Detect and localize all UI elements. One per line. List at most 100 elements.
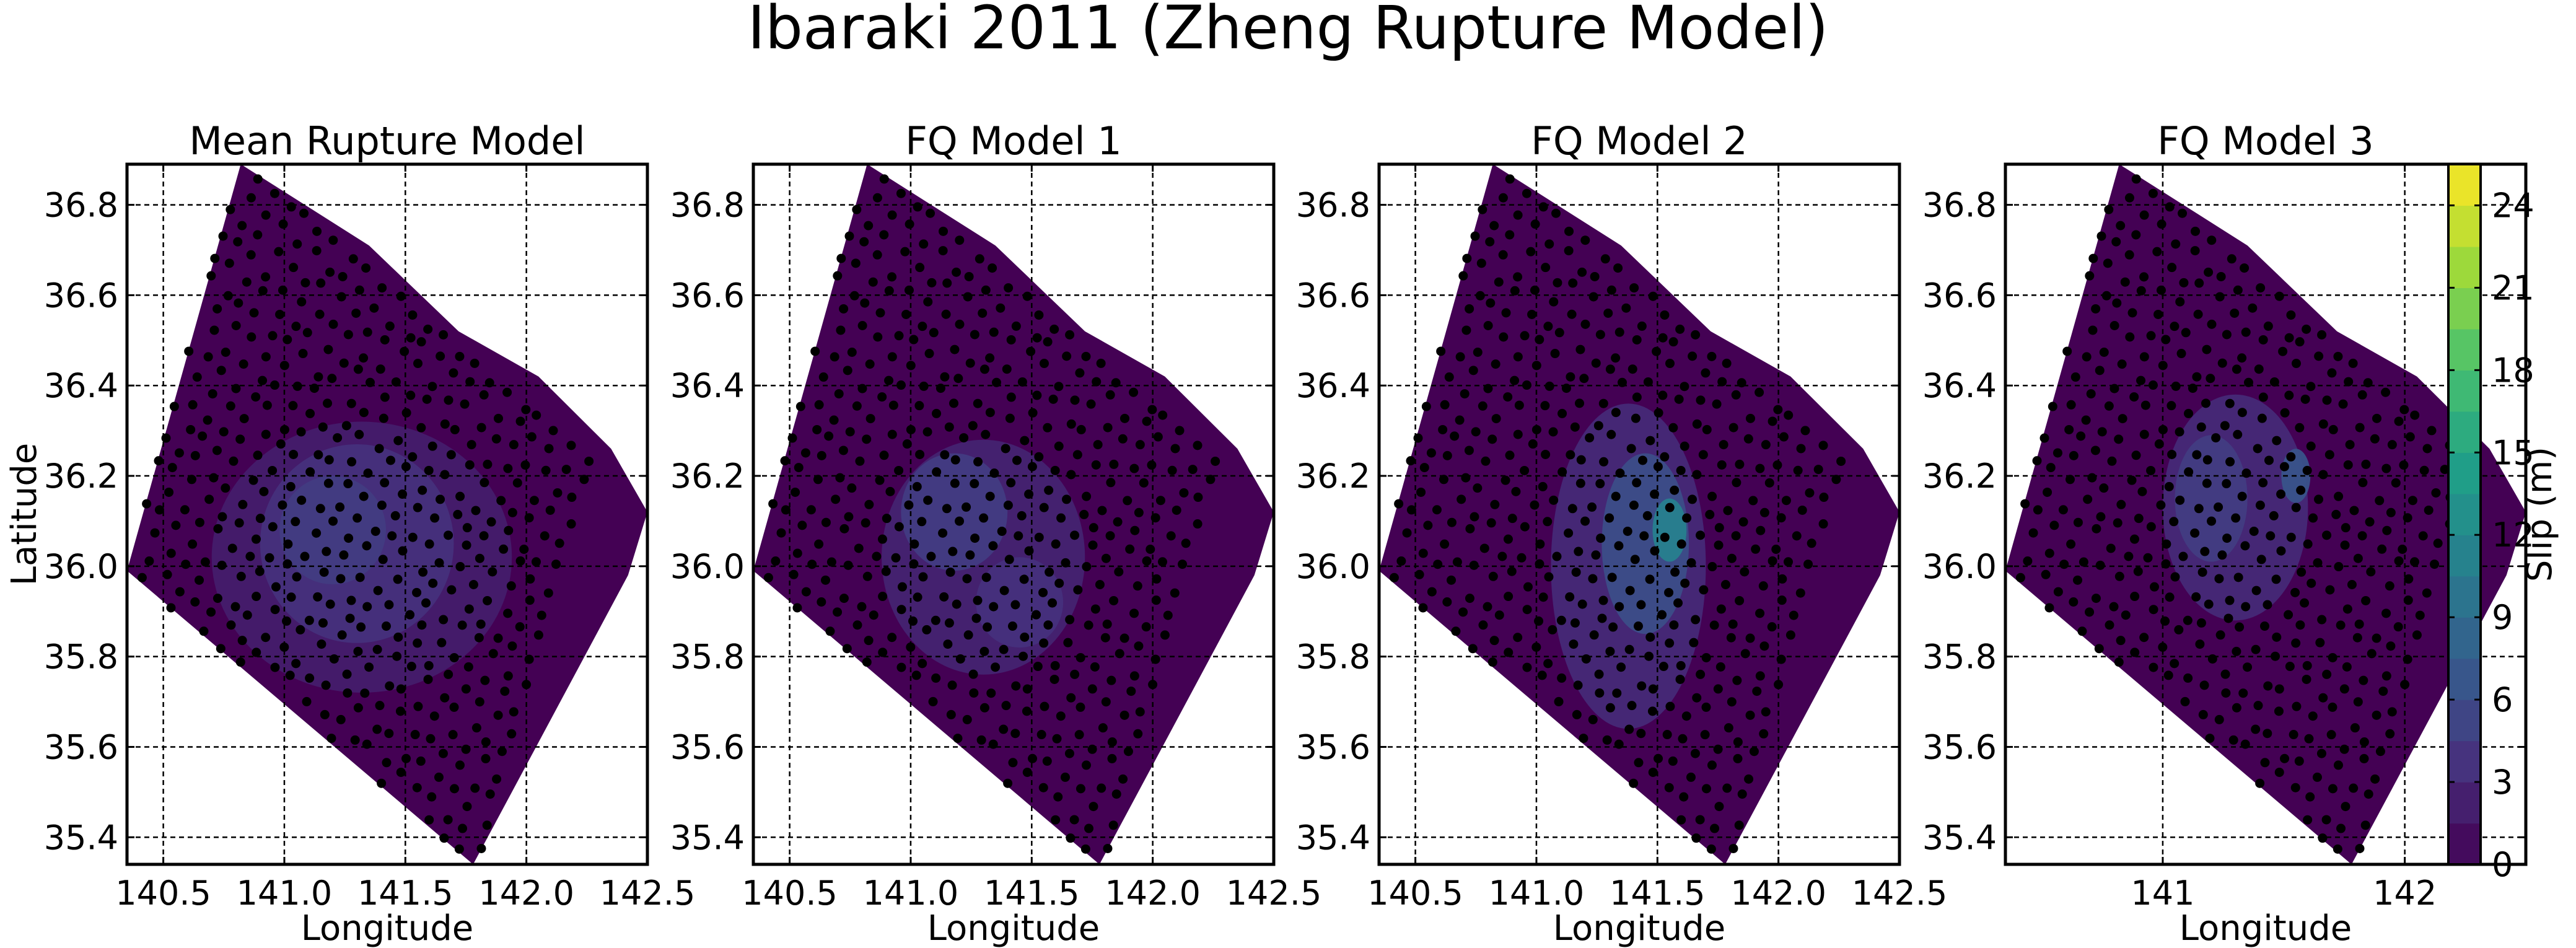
subfault-point: [2372, 413, 2381, 423]
subfault-point: [2120, 277, 2130, 287]
subfault-point: [2201, 398, 2211, 408]
subfault-point: [1426, 448, 1436, 458]
subfault-point: [1629, 500, 1639, 510]
subfault-point: [2338, 399, 2348, 409]
subfault-point: [1580, 516, 1590, 526]
subfault-point: [439, 330, 449, 340]
subfault-point: [973, 457, 983, 467]
subfault-point: [2062, 346, 2072, 356]
subfault-point: [2178, 551, 2188, 561]
subfault-point: [2274, 767, 2284, 777]
subfault-point: [1538, 202, 1548, 212]
subfault-point: [945, 567, 955, 577]
subfault-point: [2251, 644, 2261, 654]
subfault-point: [144, 556, 154, 566]
subfault-point: [2180, 696, 2190, 706]
subfault-point: [1755, 463, 1765, 473]
subfault-point: [2207, 654, 2217, 664]
subfault-point: [235, 657, 245, 667]
subfault-point: [218, 231, 228, 241]
subfault-point: [955, 516, 965, 526]
subfault-point: [283, 539, 293, 549]
subfault-point: [239, 414, 249, 424]
subfault-point: [395, 706, 405, 716]
subfault-point: [1050, 661, 1060, 670]
subfault-point: [2409, 557, 2419, 567]
subfault-point: [1103, 423, 1113, 432]
subfault-point: [2237, 491, 2247, 501]
subfault-point: [265, 553, 274, 563]
subfault-point: [2162, 539, 2171, 549]
subfault-point: [1632, 392, 1642, 402]
subfault-point: [1777, 574, 1787, 584]
subfault-point: [413, 359, 423, 369]
subfault-point: [515, 416, 525, 426]
subfault-point: [2291, 359, 2301, 369]
subfault-point: [480, 675, 490, 685]
subfault-point: [896, 188, 906, 198]
subfault-point: [2398, 544, 2407, 554]
subfault-point: [1598, 595, 1608, 605]
subfault-point: [836, 325, 846, 335]
subfault-point: [1716, 604, 1726, 614]
subfault-point: [291, 322, 301, 331]
subfault-point: [338, 271, 348, 281]
subfault-point: [167, 463, 177, 473]
subfault-point: [1062, 351, 1072, 361]
subfault-point: [2274, 684, 2284, 694]
subfault-point: [353, 364, 363, 374]
subfault-point: [2350, 723, 2360, 733]
subfault-point: [2065, 475, 2075, 485]
subfault-point: [1166, 531, 1176, 541]
subfault-point: [1611, 491, 1621, 501]
subfault-point: [1049, 674, 1059, 684]
subfault-point: [224, 258, 234, 268]
x-tick-label: 140.5: [742, 874, 838, 913]
subfault-point: [398, 489, 408, 499]
subfault-point: [1673, 598, 1683, 608]
subfault-point: [426, 734, 436, 744]
subfault-point: [204, 494, 214, 504]
subfault-point: [1503, 534, 1513, 544]
subfault-point: [1076, 784, 1085, 794]
subfault-point: [2223, 613, 2233, 623]
subfault-point: [991, 377, 1001, 387]
subfault-point: [2233, 429, 2243, 439]
subfault-point: [2341, 802, 2350, 812]
subfault-point: [1450, 431, 1460, 441]
subfault-point: [324, 455, 334, 465]
subfault-point: [906, 424, 916, 434]
subfault-point: [422, 394, 432, 404]
subfault-point: [814, 400, 824, 410]
subfault-point: [2116, 221, 2126, 230]
subfault-point: [219, 427, 229, 437]
subfault-point: [416, 423, 426, 432]
subfault-point: [872, 250, 882, 260]
subfault-point: [1735, 595, 1745, 605]
subfault-point: [291, 659, 301, 669]
subfault-point: [1032, 333, 1042, 343]
subfault-point: [2318, 833, 2328, 843]
subfault-point: [2418, 531, 2428, 541]
subfault-point: [932, 467, 942, 477]
subfault-point: [1707, 491, 1717, 501]
subfault-point: [567, 493, 577, 503]
subfault-point: [174, 448, 184, 458]
subfault-point: [237, 636, 247, 646]
subfault-point: [862, 571, 872, 581]
x-tick-label: 141.5: [984, 874, 1080, 913]
subfault-point: [1489, 636, 1499, 646]
subplot-2: 140.5 141.0 141.5 142.0 142.535.435.635.836.…: [670, 118, 1322, 948]
subfault-point: [929, 328, 939, 338]
subfault-point: [2104, 401, 2114, 411]
subfault-point: [1557, 467, 1567, 477]
subfault-point: [2272, 436, 2282, 445]
subfault-point: [1738, 517, 1748, 527]
subfault-point: [209, 325, 219, 335]
subfault-point: [1637, 321, 1647, 331]
subfault-point: [2357, 390, 2367, 400]
subfault-point: [2263, 600, 2272, 610]
subfault-point: [449, 702, 459, 712]
subfault-point: [884, 375, 894, 385]
subfault-point: [2091, 304, 2101, 314]
